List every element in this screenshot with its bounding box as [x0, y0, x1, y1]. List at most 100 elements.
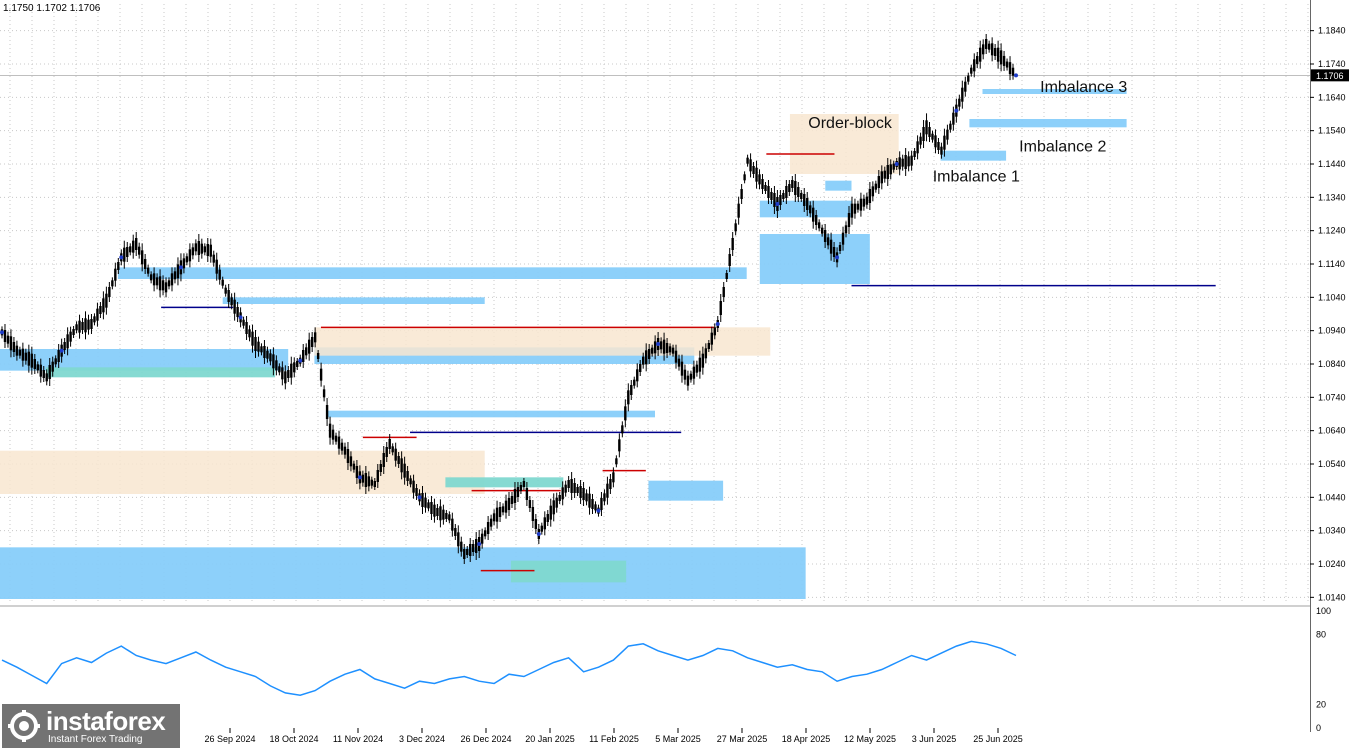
demand-zone	[327, 410, 655, 418]
price-tick-label: 1.1540	[1318, 126, 1346, 136]
candle-body	[123, 247, 126, 262]
candle-body	[806, 198, 809, 210]
time-tick-label: 25 Jun 2025	[973, 734, 1023, 744]
candle-body	[99, 306, 102, 314]
annotation-label: Imbalance 1	[933, 169, 1020, 186]
candle-body	[3, 330, 7, 342]
swing-marker	[119, 255, 124, 260]
candle-body	[650, 347, 654, 354]
candle-body	[78, 320, 81, 333]
candle-body	[93, 316, 96, 323]
candle-body	[782, 193, 785, 199]
candle-body	[6, 335, 10, 344]
demand-zone	[969, 119, 1127, 128]
candle-body	[594, 504, 597, 511]
time-tick-label: 11 Nov 2024	[333, 734, 383, 744]
candle-body	[627, 390, 630, 405]
candle-body	[812, 207, 815, 222]
time-tick-label: 11 Feb 2025	[589, 734, 639, 744]
oscillator-series	[1, 640, 1017, 696]
candle-body	[173, 271, 177, 280]
candle-body	[504, 500, 508, 513]
candle-body	[761, 179, 764, 189]
candle-body	[570, 479, 573, 493]
candle-body	[853, 203, 857, 214]
candle-body	[653, 341, 657, 354]
candle-body	[376, 470, 379, 482]
candle-body	[644, 350, 648, 365]
candle-body	[474, 539, 478, 553]
candle-body	[84, 318, 87, 333]
candle-body	[480, 533, 484, 544]
candle-body	[850, 203, 854, 218]
candle-body	[892, 163, 895, 170]
candle-body	[647, 349, 651, 359]
candle-body	[621, 425, 624, 434]
candle-body	[197, 241, 201, 255]
candle-body	[218, 269, 221, 280]
candle-body	[81, 322, 84, 330]
demand-zone	[825, 180, 852, 191]
candle-body	[57, 350, 60, 362]
candle-body	[149, 274, 153, 281]
candle-body	[910, 155, 913, 166]
candle-body	[883, 170, 886, 179]
candle-body	[642, 356, 645, 365]
candle-body	[758, 174, 761, 185]
candle-body	[254, 337, 257, 351]
price-tick-label: 1.0740	[1318, 392, 1346, 402]
candle-body	[719, 301, 722, 315]
demand-zone	[982, 89, 1127, 94]
price-tick-label: 1.0640	[1318, 426, 1346, 436]
supply-zone	[789, 114, 899, 174]
candle-body	[343, 446, 347, 455]
candle-body	[567, 480, 570, 488]
candle-body	[973, 59, 976, 72]
candle-body	[15, 345, 19, 356]
candle-body	[704, 348, 708, 359]
candle-body	[132, 240, 135, 253]
candle-body	[30, 353, 34, 368]
candle-body	[868, 189, 872, 203]
swing-marker	[0, 330, 4, 335]
candle-body	[463, 549, 466, 559]
candle-body	[615, 458, 618, 465]
price-tick-label: 1.1440	[1318, 159, 1346, 169]
candle-body	[725, 273, 728, 279]
candle-body	[674, 350, 678, 363]
candle-body	[823, 230, 827, 242]
candle-body	[251, 331, 254, 346]
candle-body	[695, 364, 699, 373]
candle-body	[746, 157, 749, 164]
candle-body	[886, 165, 889, 179]
candle-body	[585, 493, 588, 502]
candle-body	[979, 47, 982, 62]
candle-body	[943, 135, 946, 150]
candle-body	[382, 453, 385, 467]
candle-body	[809, 205, 812, 214]
mixed-zone	[45, 367, 276, 378]
swing-marker	[894, 162, 899, 166]
time-tick-label: 12 May 2025	[844, 734, 896, 744]
candle-body	[961, 87, 964, 102]
candle-body	[552, 500, 555, 515]
candle-body	[659, 341, 663, 350]
candle-body	[367, 476, 371, 487]
candle-body	[200, 243, 204, 254]
candle-body	[230, 297, 233, 306]
candle-body	[612, 472, 615, 483]
candle-body	[949, 123, 952, 130]
candle-body	[713, 327, 716, 336]
candle-body	[919, 136, 922, 145]
candle-body	[788, 184, 791, 192]
candle-body	[970, 67, 973, 74]
candle-body	[486, 522, 490, 534]
swing-marker	[477, 542, 482, 546]
price-tick-label: 1.0140	[1318, 592, 1346, 602]
candle-body	[865, 196, 869, 205]
candle-body	[668, 346, 672, 353]
candle-body	[114, 268, 117, 281]
candle-body	[337, 436, 341, 449]
candle-body	[1005, 61, 1009, 68]
candle-body	[829, 239, 833, 254]
